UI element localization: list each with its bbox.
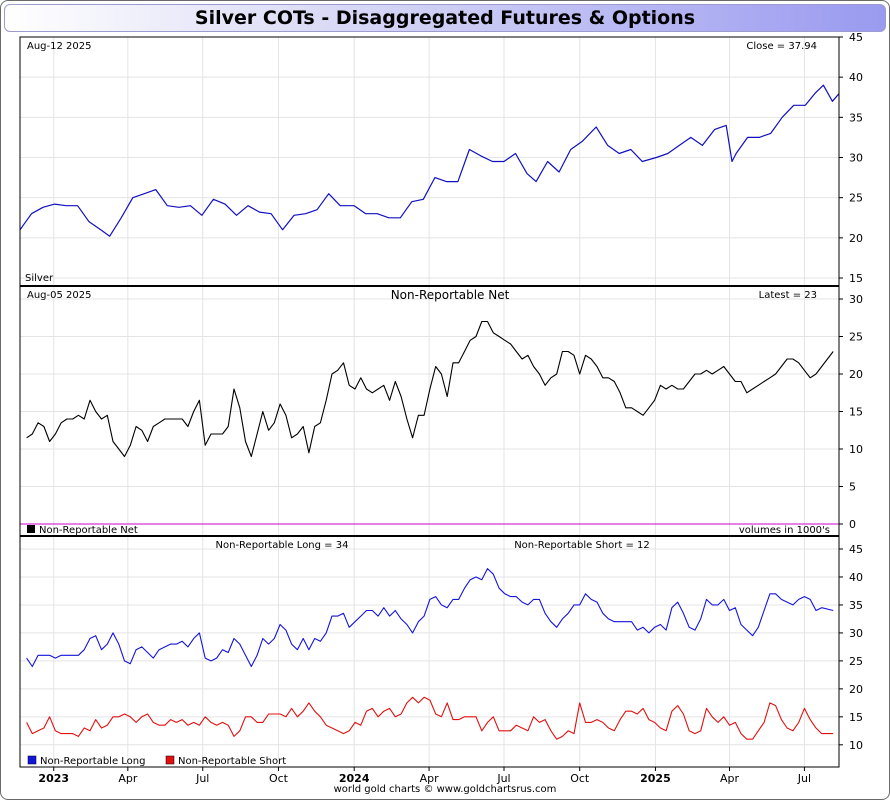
x-tick-label: Apr bbox=[420, 772, 440, 785]
y-tick-label: 5 bbox=[849, 481, 856, 494]
price-line bbox=[19, 84, 840, 237]
x-tick-label: 2025 bbox=[640, 772, 671, 785]
y-tick-label: 30 bbox=[849, 293, 863, 306]
x-tick-label: Oct bbox=[570, 772, 590, 785]
x-tick-label: Apr bbox=[118, 772, 138, 785]
y-tick-label: 20 bbox=[849, 232, 863, 245]
x-tick-label: 2023 bbox=[38, 772, 69, 785]
y-tick-label: 25 bbox=[849, 192, 863, 205]
y-tick-label: 10 bbox=[849, 443, 863, 456]
net-legend-swatch bbox=[27, 525, 35, 533]
x-tick-label: Oct bbox=[269, 772, 289, 785]
y-tick-label: 20 bbox=[849, 368, 863, 381]
x-tick-label: Apr bbox=[720, 772, 740, 785]
long-latest-label: Non-Reportable Long = 34 bbox=[216, 540, 349, 551]
grid-layer bbox=[20, 36, 839, 767]
y-tick-label: 25 bbox=[849, 331, 863, 344]
x-tick-label: Jul bbox=[797, 772, 811, 785]
y-tick-label: 45 bbox=[849, 31, 863, 44]
long-legend-label: Non-Reportable Long bbox=[40, 756, 145, 767]
footer-credit: world gold charts © www.goldchartsrus.co… bbox=[333, 784, 557, 795]
y-tick-label: 15 bbox=[849, 406, 863, 419]
y-tick-label: 20 bbox=[849, 683, 863, 696]
y-tick-label: 0 bbox=[849, 518, 856, 531]
price-close-label: Close = 37.94 bbox=[746, 41, 817, 52]
short-latest-label: Non-Reportable Short = 12 bbox=[514, 540, 650, 551]
volumes-note-label: volumes in 1000's bbox=[739, 525, 830, 536]
y-tick-label: 35 bbox=[849, 599, 863, 612]
y-tick-label: 40 bbox=[849, 71, 863, 84]
short-legend-swatch bbox=[165, 755, 175, 765]
x-tick-label: 2024 bbox=[339, 772, 370, 785]
y-tick-label: 25 bbox=[849, 655, 863, 668]
axis-layer: 1520253035404505101520253010152025303540… bbox=[38, 31, 863, 785]
net-legend-label: Non-Reportable Net bbox=[39, 525, 138, 536]
net-latest-label: Latest = 23 bbox=[759, 290, 817, 301]
title-bar: Silver COTs - Disaggregated Futures & Op… bbox=[4, 4, 886, 32]
short-line bbox=[26, 696, 834, 740]
net-date-label: Aug-05 2025 bbox=[27, 290, 92, 301]
price-name-label: Silver bbox=[25, 273, 54, 284]
long-line bbox=[26, 568, 834, 668]
y-tick-label: 45 bbox=[849, 543, 863, 556]
net-title-label: Non-Reportable Net bbox=[391, 288, 510, 302]
price-date-label: Aug-12 2025 bbox=[27, 41, 92, 52]
net-line bbox=[26, 320, 834, 458]
short-legend-label: Non-Reportable Short bbox=[178, 756, 286, 767]
long-legend-swatch bbox=[27, 755, 37, 765]
y-tick-label: 15 bbox=[849, 711, 863, 724]
series-layer bbox=[19, 84, 840, 740]
y-tick-label: 30 bbox=[849, 627, 863, 640]
chart-title: Silver COTs - Disaggregated Futures & Op… bbox=[194, 7, 696, 29]
x-tick-label: Jul bbox=[496, 772, 510, 785]
y-tick-label: 35 bbox=[849, 111, 863, 124]
y-tick-label: 40 bbox=[849, 571, 863, 584]
y-tick-label: 15 bbox=[849, 272, 863, 285]
y-tick-label: 10 bbox=[849, 739, 863, 752]
x-tick-label: Jul bbox=[195, 772, 209, 785]
y-tick-label: 30 bbox=[849, 152, 863, 165]
